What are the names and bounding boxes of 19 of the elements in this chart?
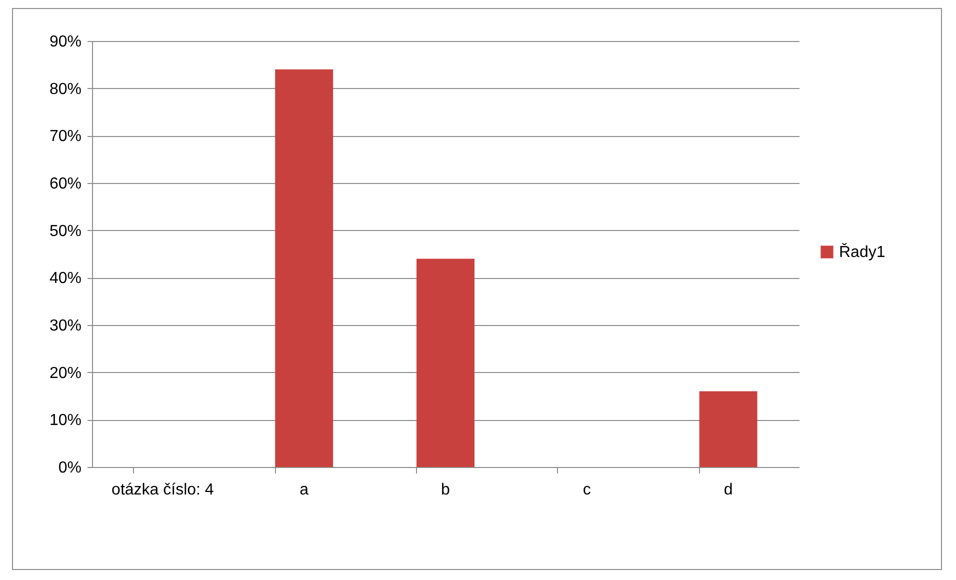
x-tick-label: d xyxy=(724,482,733,498)
bar xyxy=(275,69,334,467)
x-tick-label: c xyxy=(582,482,591,498)
x-tick-label: a xyxy=(300,482,309,498)
bar xyxy=(416,258,474,467)
y-tick-label: 50% xyxy=(49,222,82,240)
y-tick-label: 60% xyxy=(49,176,82,192)
y-tick-label: 20% xyxy=(49,364,82,382)
x-tick-label: otázka číslo: 4 xyxy=(112,482,214,498)
y-tick-label: 0% xyxy=(58,460,82,476)
y-tick-label: 90% xyxy=(49,34,82,50)
y-tick-label: 70% xyxy=(49,128,82,146)
bar xyxy=(699,391,758,467)
x-tick-label: b xyxy=(441,482,450,498)
y-tick-label: 80% xyxy=(49,80,82,98)
y-tick-label: 30% xyxy=(49,318,82,334)
y-tick-label: 40% xyxy=(49,270,82,288)
y-tick-label: 10% xyxy=(49,412,82,430)
legend-label: Řady1 xyxy=(839,243,886,261)
